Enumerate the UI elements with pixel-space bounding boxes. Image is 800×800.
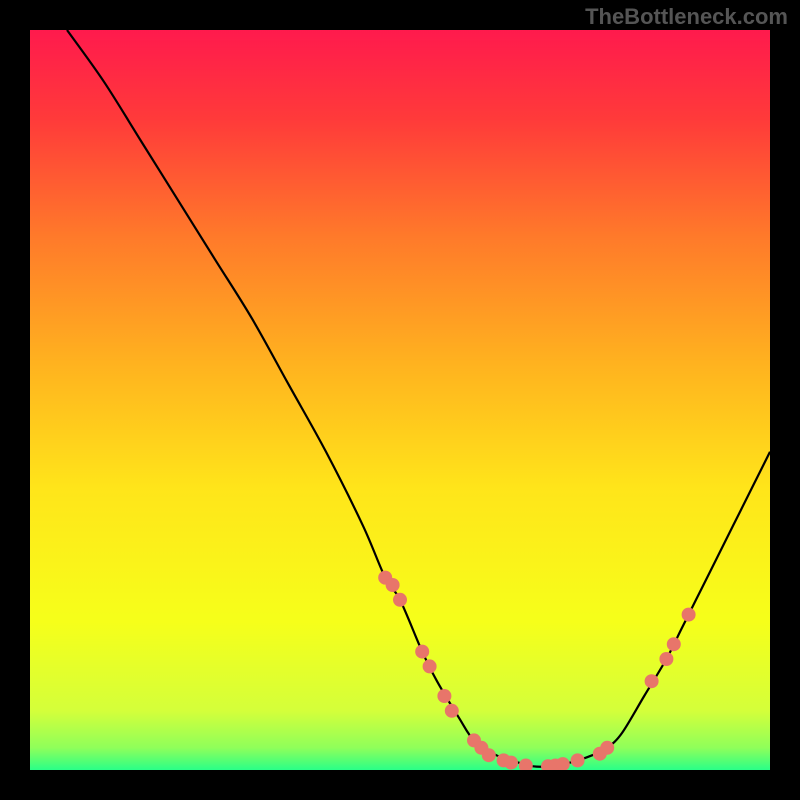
- curve-marker: [659, 652, 673, 666]
- curve-marker: [504, 756, 518, 770]
- curve-marker: [645, 674, 659, 688]
- curve-marker: [445, 704, 459, 718]
- curve-marker: [415, 645, 429, 659]
- curve-marker: [667, 637, 681, 651]
- chart-svg: [30, 30, 770, 770]
- curve-marker: [437, 689, 451, 703]
- watermark-text: TheBottleneck.com: [585, 4, 788, 30]
- curve-marker: [423, 659, 437, 673]
- curve-marker: [519, 759, 533, 770]
- curve-marker: [386, 578, 400, 592]
- bottleneck-chart: [30, 30, 770, 770]
- curve-marker: [482, 748, 496, 762]
- curve-marker: [682, 608, 696, 622]
- curve-marker: [600, 741, 614, 755]
- curve-marker: [571, 753, 585, 767]
- curve-marker: [393, 593, 407, 607]
- marker-group: [378, 571, 695, 770]
- curve-marker: [556, 757, 570, 770]
